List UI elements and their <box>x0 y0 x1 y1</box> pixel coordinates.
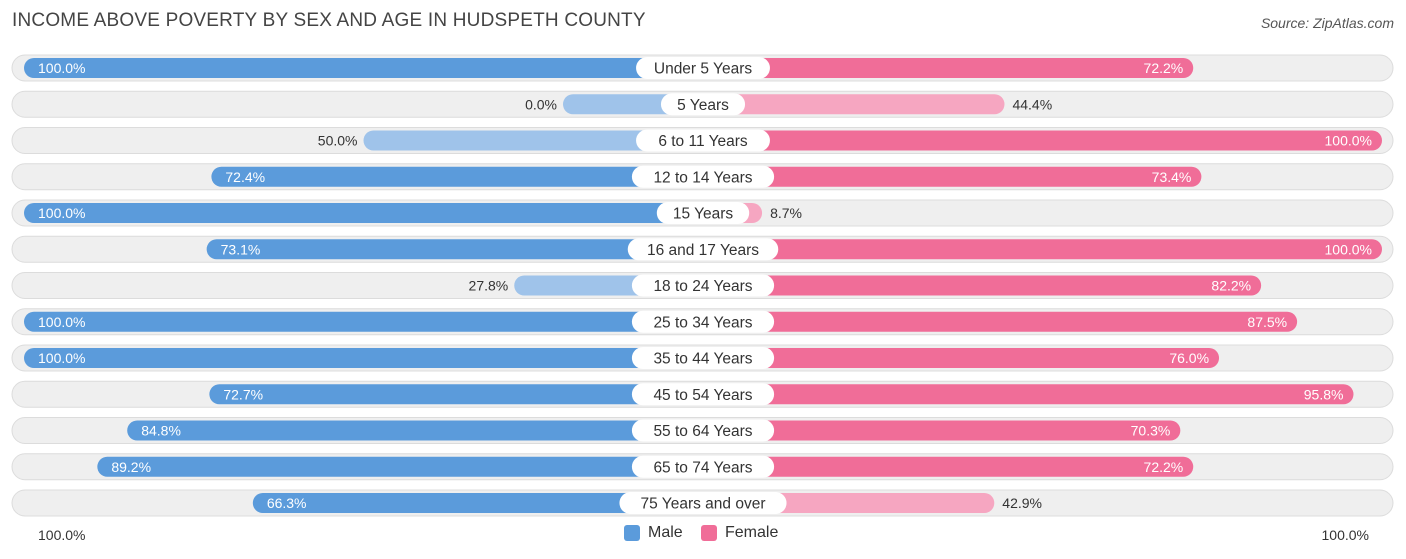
data-label-male: 89.2% <box>111 459 151 475</box>
bar-male <box>127 420 703 441</box>
data-label-female: 76.0% <box>1169 350 1209 366</box>
category-label-bg <box>631 455 775 478</box>
data-label-female: 87.5% <box>1247 314 1287 330</box>
bar-female <box>703 456 1194 477</box>
legend-swatch-female <box>701 525 717 541</box>
category-label: 65 to 74 Years <box>653 459 752 476</box>
bar-male <box>24 58 703 78</box>
category-label-bg <box>631 383 775 406</box>
data-label-female: 100.0% <box>1325 133 1372 149</box>
axis-right-label: 100.0% <box>1321 527 1369 543</box>
data-label-male: 72.4% <box>225 169 265 185</box>
data-label-female: 100.0% <box>1325 241 1372 257</box>
chart-title: INCOME ABOVE POVERTY BY SEX AND AGE IN H… <box>12 10 646 31</box>
bar-female <box>703 275 1262 296</box>
data-label-male: 27.8% <box>469 278 509 294</box>
bar-male <box>363 130 703 151</box>
data-label-male: 50.0% <box>318 133 358 149</box>
bar-female <box>703 420 1181 441</box>
category-label: 12 to 14 Years <box>653 169 752 186</box>
legend: Male Female <box>0 524 1406 544</box>
legend-item-male: Male <box>624 524 683 542</box>
bar-female <box>703 166 1202 187</box>
data-label-male: 66.3% <box>267 495 307 511</box>
category-label-bg <box>631 274 775 297</box>
data-label-female: 95.8% <box>1304 386 1344 402</box>
bar-male <box>206 239 703 260</box>
category-label: 15 Years <box>673 206 734 223</box>
category-label: 25 to 34 Years <box>653 314 752 331</box>
bar-female <box>703 94 1005 115</box>
category-label: 16 and 17 Years <box>647 242 759 259</box>
data-label-female: 42.9% <box>1002 495 1042 511</box>
legend-swatch-male <box>624 525 640 541</box>
category-label-bg <box>656 202 750 224</box>
chart-canvas: Under 5 Years 100.0% 72.2% 5 Years 0.0% 44.4%… <box>11 54 1394 517</box>
source-attribution: Source: ZipAtlas.com <box>1260 15 1394 31</box>
data-label-male: 84.8% <box>141 423 181 439</box>
data-label-male: 100.0% <box>38 314 85 330</box>
data-label-male: 100.0% <box>38 205 85 221</box>
category-label: 75 Years and over <box>641 496 766 513</box>
category-label-bg <box>631 310 775 333</box>
category-label-bg <box>631 165 775 188</box>
bar-female <box>703 384 1354 405</box>
axis-left-label: 100.0% <box>38 527 86 543</box>
bar-male <box>209 384 703 405</box>
data-label-female: 70.3% <box>1131 423 1171 439</box>
category-label: Under 5 Years <box>654 61 752 78</box>
data-label-female: 82.2% <box>1211 278 1251 294</box>
bar-male <box>24 203 703 223</box>
category-label: 45 to 54 Years <box>653 387 752 404</box>
data-label-male: 73.1% <box>221 241 261 257</box>
data-label-male: 72.7% <box>223 386 263 402</box>
category-label: 55 to 64 Years <box>653 423 752 440</box>
data-label-female: 8.7% <box>770 205 802 221</box>
data-label-female: 72.2% <box>1144 60 1184 76</box>
bar-male <box>24 348 703 368</box>
category-label-bg <box>636 129 770 152</box>
category-label: 5 Years <box>677 97 729 114</box>
bar-female <box>703 239 1382 260</box>
data-label-male: 100.0% <box>38 350 85 366</box>
legend-item-female: Female <box>701 524 778 542</box>
category-label: 18 to 24 Years <box>653 278 752 295</box>
data-label-female: 72.2% <box>1144 459 1184 475</box>
bar-male <box>252 493 703 513</box>
bar-female <box>703 348 1220 368</box>
category-label-bg <box>627 238 779 261</box>
category-label: 35 to 44 Years <box>653 351 752 368</box>
category-label-bg <box>636 57 770 79</box>
category-label-bg <box>660 93 746 116</box>
legend-label-female: Female <box>725 524 779 541</box>
category-label: 6 to 11 Years <box>658 133 748 150</box>
legend-label-male: Male <box>648 524 683 541</box>
bar-male <box>211 166 704 187</box>
bar-female <box>703 311 1298 332</box>
bar-male <box>24 311 703 332</box>
category-label-bg <box>631 419 775 442</box>
category-label-bg <box>619 492 787 514</box>
bar-male <box>97 456 703 477</box>
data-label-male: 100.0% <box>38 60 85 76</box>
data-label-female: 73.4% <box>1152 169 1192 185</box>
bar-female <box>703 130 1382 151</box>
data-label-female: 44.4% <box>1012 96 1052 112</box>
data-label-male: 0.0% <box>525 96 557 112</box>
bar-female <box>703 58 1194 78</box>
category-label-bg <box>631 347 775 369</box>
